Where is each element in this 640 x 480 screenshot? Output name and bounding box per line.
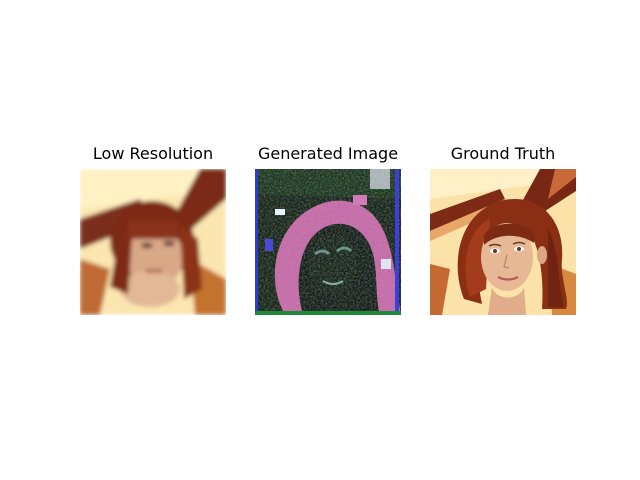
title-generated-image: Generated Image <box>257 144 399 163</box>
ground-truth-image <box>430 169 576 315</box>
generated-image <box>255 169 401 315</box>
low-resolution-image <box>80 169 226 315</box>
title-ground-truth: Ground Truth <box>450 144 556 163</box>
title-low-resolution: Low Resolution <box>92 144 214 163</box>
